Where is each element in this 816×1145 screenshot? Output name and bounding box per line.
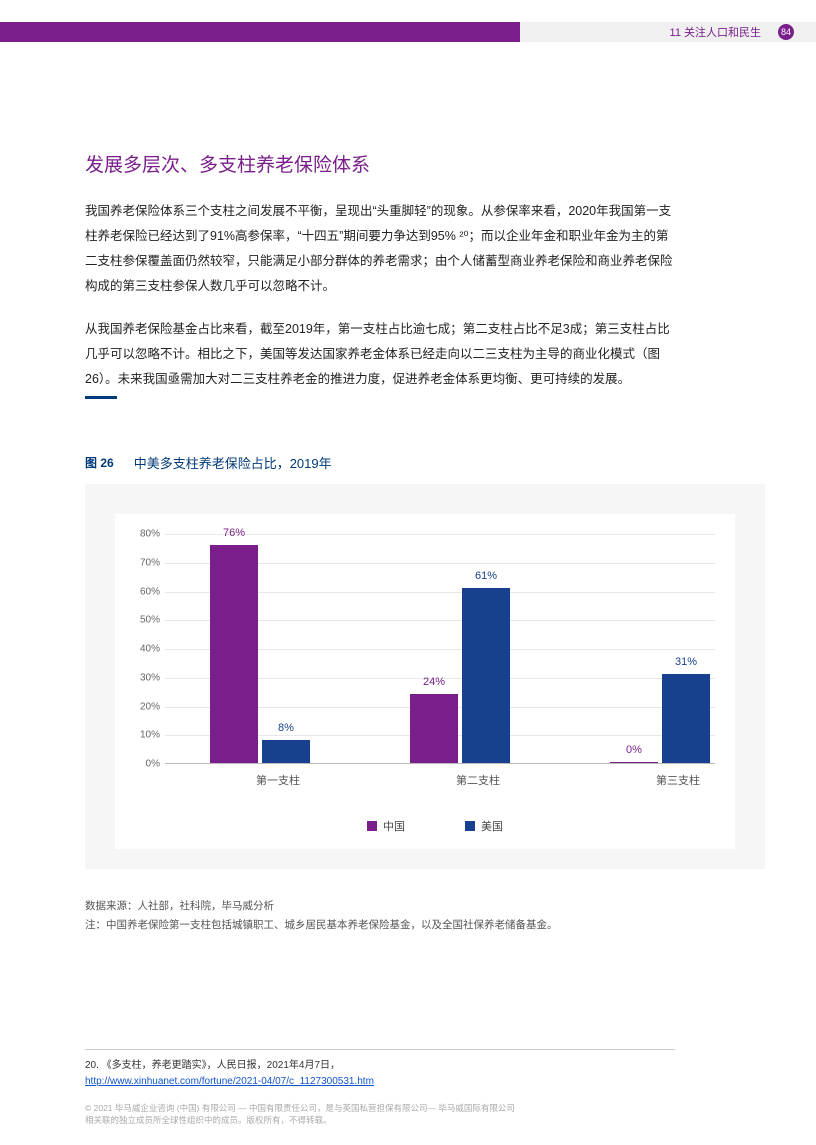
bar: 31% bbox=[662, 674, 710, 763]
figure-accent-bar bbox=[85, 396, 117, 399]
bar: 8% bbox=[262, 740, 310, 763]
page-number-badge: 84 bbox=[778, 24, 794, 40]
paragraph-1: 我国养老保险体系三个支柱之间发展不平衡，呈现出“头重脚轻”的现象。从参保率来看，… bbox=[85, 199, 675, 299]
footnote-text: 20. 《多支柱，养老更踏实》，人民日报，2021年4月7日， bbox=[85, 1060, 340, 1071]
copyright: © 2021 毕马威企业咨询 (中国) 有限公司 — 中国有限责任公司，是与英国… bbox=[85, 1102, 515, 1128]
bar: 0% bbox=[610, 762, 658, 763]
y-tick-label: 50% bbox=[125, 615, 160, 626]
legend-label: 美国 bbox=[481, 818, 503, 834]
bar-value-label: 61% bbox=[475, 570, 497, 582]
legend-swatch bbox=[367, 821, 377, 831]
chart-legend: 中国 美国 bbox=[155, 818, 715, 834]
bar-group: 24%61% bbox=[410, 588, 510, 763]
x-tick-label: 第一支柱 bbox=[238, 772, 318, 788]
header-accent bbox=[0, 22, 520, 42]
bar-value-label: 24% bbox=[423, 676, 445, 688]
chart-container: 0%10%20%30%40%50%60%70%80%76%8%24%61%0%3… bbox=[85, 484, 765, 869]
bar: 24% bbox=[410, 694, 458, 763]
x-axis-labels: 第一支柱 第二支柱 第三支柱 bbox=[165, 772, 715, 788]
gridline bbox=[165, 534, 715, 535]
bar: 61% bbox=[462, 588, 510, 763]
paragraph-2: 从我国养老保险基金占比来看，截至2019年，第一支柱占比逾七成；第二支柱占比不足… bbox=[85, 317, 675, 392]
figure-source: 数据来源：人社部，社科院，毕马威分析 注：中国养老保险第一支柱包括城镇职工、城乡… bbox=[85, 897, 675, 935]
source-line: 数据来源：人社部，社科院，毕马威分析 bbox=[85, 897, 675, 916]
chart-inner: 0%10%20%30%40%50%60%70%80%76%8%24%61%0%3… bbox=[115, 514, 735, 849]
note-line: 注：中国养老保险第一支柱包括城镇职工、城乡居民基本养老保险基金，以及全国社保养老… bbox=[85, 916, 675, 935]
y-tick-label: 30% bbox=[125, 672, 160, 683]
figure-label: 图 26 bbox=[85, 454, 114, 471]
legend-label: 中国 bbox=[383, 818, 405, 834]
main-content: 发展多层次、多支柱养老保险体系 我国养老保险体系三个支柱之间发展不平衡，呈现出“… bbox=[85, 150, 675, 935]
legend-swatch bbox=[465, 821, 475, 831]
chapter-label: 11 关注人口和民生 bbox=[670, 22, 761, 42]
bar-value-label: 31% bbox=[675, 656, 697, 668]
legend-item: 美国 bbox=[465, 818, 503, 834]
legend-item: 中国 bbox=[367, 818, 405, 834]
y-tick-label: 40% bbox=[125, 644, 160, 655]
y-tick-label: 60% bbox=[125, 586, 160, 597]
footnote-link[interactable]: http://www.xinhuanet.com/fortune/2021-04… bbox=[85, 1076, 374, 1087]
bar: 76% bbox=[210, 545, 258, 764]
copyright-line-1: © 2021 毕马威企业咨询 (中国) 有限公司 — 中国有限责任公司，是与英国… bbox=[85, 1102, 515, 1115]
y-tick-label: 20% bbox=[125, 701, 160, 712]
x-tick-label: 第二支柱 bbox=[438, 772, 518, 788]
bar-group: 0% 31% bbox=[610, 674, 710, 763]
y-tick-label: 70% bbox=[125, 557, 160, 568]
y-tick-label: 0% bbox=[125, 759, 160, 770]
bar-value-label: 0% bbox=[626, 744, 642, 756]
bar-value-label: 8% bbox=[278, 722, 294, 734]
x-tick-label: 第三支柱 bbox=[638, 772, 718, 788]
figure-header: 图 26 中美多支柱养老保险占比，2019年 bbox=[85, 453, 675, 472]
footnote-20: 20. 《多支柱，养老更踏实》，人民日报，2021年4月7日， http://w… bbox=[85, 1058, 675, 1090]
figure-title: 中美多支柱养老保险占比，2019年 bbox=[134, 453, 332, 472]
y-tick-label: 80% bbox=[125, 529, 160, 540]
y-tick-label: 10% bbox=[125, 730, 160, 741]
figure-block: 图 26 中美多支柱养老保险占比，2019年 0% 10% 20% 30% 40% 50%… bbox=[85, 410, 675, 935]
bar-group: 76%8% bbox=[210, 545, 310, 764]
footnote-section: 20. 《多支柱，养老更踏实》，人民日报，2021年4月7日， http://w… bbox=[85, 1049, 675, 1090]
bar-value-label: 76% bbox=[223, 527, 245, 539]
plot-area: 0%10%20%30%40%50%60%70%80%76%8%24%61%0%3… bbox=[165, 534, 715, 764]
section-title: 发展多层次、多支柱养老保险体系 bbox=[85, 150, 675, 177]
copyright-line-2: 相关联的独立成员所全球性组织中的成员。版权所有，不得转载。 bbox=[85, 1114, 515, 1127]
